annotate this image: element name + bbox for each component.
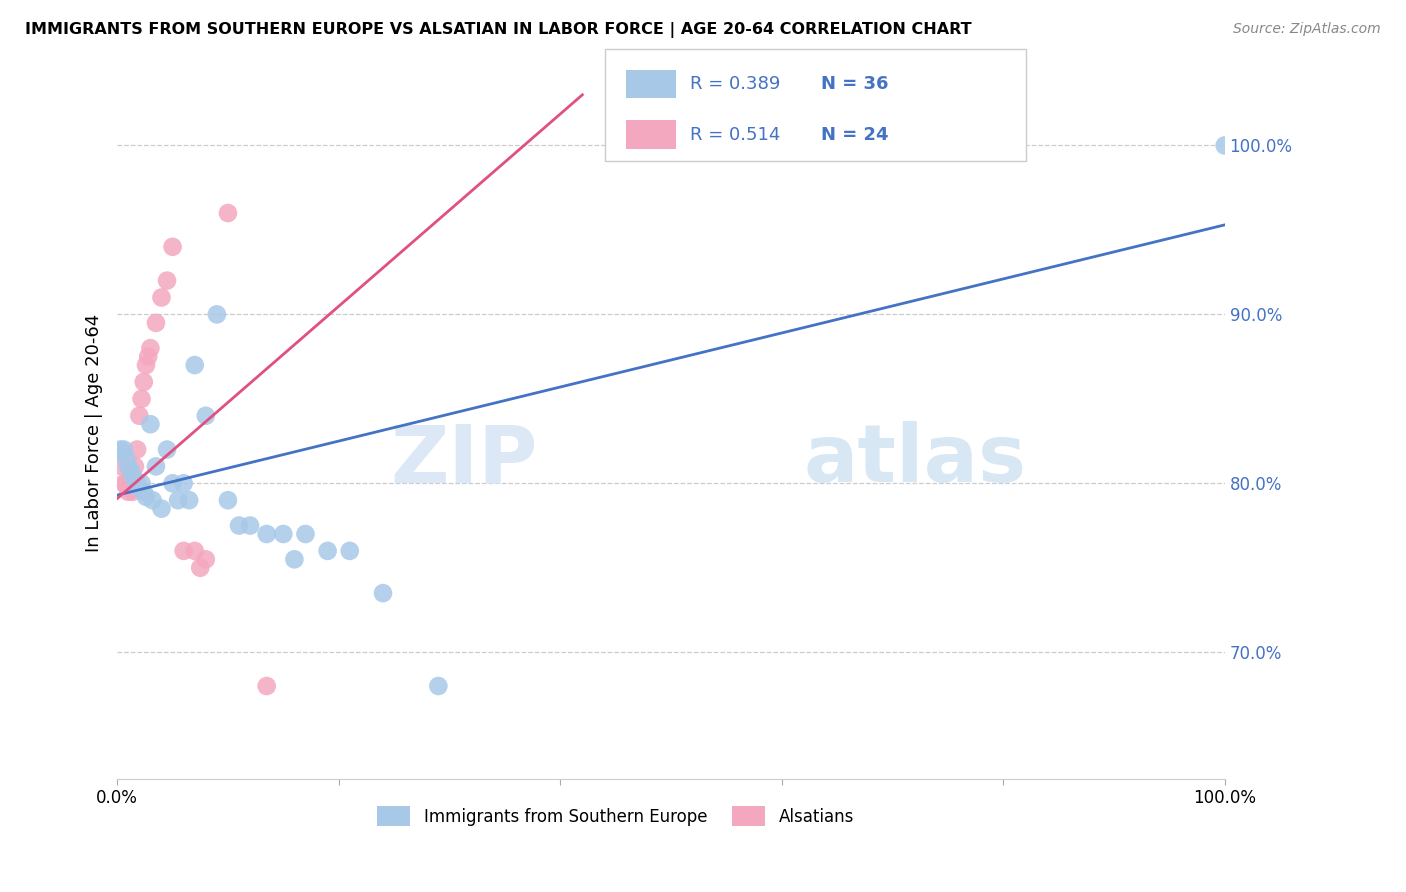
Point — [121, 484, 143, 499]
Point — [120, 476, 142, 491]
Point — [111, 459, 134, 474]
Point — [316, 544, 339, 558]
Point — [194, 552, 217, 566]
Point — [188, 561, 211, 575]
Point — [145, 316, 167, 330]
Text: Source: ZipAtlas.com: Source: ZipAtlas.com — [1233, 22, 1381, 37]
Y-axis label: In Labor Force | Age 20-64: In Labor Force | Age 20-64 — [86, 313, 103, 552]
Point — [124, 459, 146, 474]
Point — [124, 473, 146, 487]
Point — [127, 442, 149, 457]
Point — [127, 476, 149, 491]
Point — [117, 459, 139, 474]
Point — [294, 527, 316, 541]
Point — [142, 493, 165, 508]
Point — [217, 493, 239, 508]
Point — [131, 392, 153, 406]
Point — [139, 341, 162, 355]
Point — [162, 240, 184, 254]
Point — [173, 476, 195, 491]
Text: N = 24: N = 24 — [821, 126, 889, 144]
Text: ZIP: ZIP — [391, 421, 538, 500]
Point — [110, 442, 132, 457]
Text: N = 36: N = 36 — [821, 75, 889, 93]
Point — [145, 459, 167, 474]
Point — [173, 544, 195, 558]
Point — [132, 484, 155, 499]
Point — [128, 482, 150, 496]
Point — [139, 417, 162, 432]
Point — [117, 484, 139, 499]
Text: atlas: atlas — [804, 421, 1026, 500]
Point — [183, 358, 205, 372]
Point — [217, 206, 239, 220]
Point — [156, 274, 179, 288]
Point — [128, 409, 150, 423]
Point — [167, 493, 190, 508]
Point — [228, 518, 250, 533]
Point — [112, 442, 135, 457]
Text: R = 0.389: R = 0.389 — [690, 75, 780, 93]
Point — [1213, 138, 1236, 153]
Point — [131, 476, 153, 491]
Point — [136, 350, 159, 364]
Point — [150, 291, 173, 305]
Point — [135, 490, 157, 504]
Point — [150, 501, 173, 516]
Point — [239, 518, 262, 533]
Point — [121, 467, 143, 482]
Point — [283, 552, 305, 566]
Point — [194, 409, 217, 423]
Point — [135, 358, 157, 372]
Point — [427, 679, 450, 693]
Text: IMMIGRANTS FROM SOUTHERN EUROPE VS ALSATIAN IN LABOR FORCE | AGE 20-64 CORRELATI: IMMIGRANTS FROM SOUTHERN EUROPE VS ALSAT… — [25, 22, 972, 38]
Text: R = 0.514: R = 0.514 — [690, 126, 780, 144]
Point — [205, 307, 228, 321]
Point — [120, 463, 142, 477]
Point — [132, 375, 155, 389]
Legend: Immigrants from Southern Europe, Alsatians: Immigrants from Southern Europe, Alsatia… — [370, 799, 860, 833]
Point — [162, 476, 184, 491]
Point — [273, 527, 295, 541]
Point — [156, 442, 179, 457]
Point — [112, 476, 135, 491]
Point — [115, 476, 138, 491]
Point — [371, 586, 394, 600]
Point — [256, 527, 278, 541]
Point — [183, 544, 205, 558]
Point — [115, 450, 138, 465]
Point — [179, 493, 201, 508]
Point — [256, 679, 278, 693]
Point — [339, 544, 361, 558]
